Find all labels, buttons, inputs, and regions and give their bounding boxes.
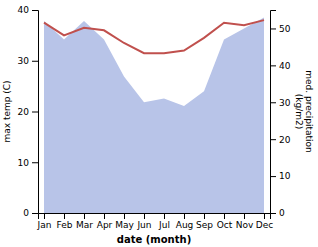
tick: 20: [270, 135, 291, 145]
axis-line: [271, 11, 277, 214]
tick-label: Jan: [37, 220, 52, 230]
tick-mark: [270, 28, 276, 29]
tick: Dec: [256, 213, 273, 230]
tick-label: May: [115, 220, 134, 230]
tick-label: Oct: [217, 220, 233, 230]
tick: 50: [270, 24, 291, 34]
tick: 20: [18, 107, 38, 117]
tick-mark: [104, 213, 105, 219]
tick-label: 30: [279, 98, 291, 108]
tick-label: 50: [279, 24, 291, 34]
tick-mark: [270, 102, 276, 103]
tick-mark: [32, 213, 38, 214]
tick-label: 10: [279, 171, 291, 181]
tick-label: Nov: [236, 220, 254, 230]
tick-mark: [64, 213, 65, 219]
tick-label: Jun: [136, 220, 151, 230]
tick: May: [115, 213, 134, 230]
y2-axis-title: med. precipitation(kg/m2): [294, 70, 314, 152]
tick: Jan: [37, 213, 52, 230]
y-axis: 0 10 20 30 40: [18, 5, 39, 218]
tick: Apr: [97, 213, 113, 230]
tick-label: Sep: [196, 220, 213, 230]
tick-label: 20: [279, 135, 291, 145]
axis-line: [39, 214, 271, 220]
tick-mark: [224, 213, 225, 219]
tick: Nov: [236, 213, 254, 230]
tick-mark: [270, 176, 276, 177]
title-line: (kg/m2): [294, 94, 304, 129]
title-line: med. precipitation: [304, 70, 314, 152]
marks: [44, 17, 264, 213]
tick-label: 20: [18, 107, 30, 117]
tick-mark: [144, 213, 145, 219]
tick-mark: [184, 213, 185, 219]
tick: Jun: [136, 213, 151, 230]
tick-mark: [32, 112, 38, 113]
tick-mark: [244, 213, 245, 219]
tick: 40: [270, 61, 291, 71]
tick: 10: [270, 171, 291, 181]
tick-label: Dec: [256, 220, 273, 230]
tick-label: Mar: [76, 220, 93, 230]
plot-area: Jan FebMar AprMayJun Jul AugSep OctNovDec 0 10 2…: [18, 5, 291, 230]
x-axis: Jan FebMar AprMayJun Jul AugSep OctNovDec: [37, 213, 274, 230]
y-axis-title: max temp (C): [2, 80, 12, 142]
tick-mark: [270, 65, 276, 66]
tick-label: 10: [18, 158, 30, 168]
line: [44, 20, 264, 53]
tick: 30: [18, 56, 38, 66]
tick-label: 40: [279, 61, 291, 71]
tick-mark: [32, 10, 38, 11]
area: [44, 17, 264, 213]
tick-label: 0: [23, 208, 29, 218]
tick: 10: [18, 158, 38, 168]
tick: Sep: [196, 213, 213, 230]
tick: 0: [23, 208, 38, 218]
tick-mark: [84, 213, 85, 219]
tick-label: Jul: [158, 220, 170, 230]
tick-label: Aug: [176, 220, 194, 230]
tick-label: Apr: [97, 220, 113, 230]
tick-mark: [270, 213, 276, 214]
tick-label: Feb: [57, 220, 73, 230]
axis-line: [32, 11, 39, 214]
chart: Jan FebMar AprMayJun Jul AugSep OctNovDec 0 10 2…: [0, 0, 318, 247]
tick-mark: [204, 213, 205, 219]
tick-mark: [44, 213, 45, 219]
tick: Jul: [158, 213, 170, 230]
tick: Feb: [57, 213, 73, 230]
tick-mark: [32, 162, 38, 163]
tick-label: 30: [18, 56, 30, 66]
tick: 30: [270, 98, 291, 108]
y2-axis: 0 10 20 30 40 50: [270, 11, 291, 219]
tick-mark: [264, 213, 265, 219]
tick: 40: [18, 5, 38, 15]
tick-label: 40: [18, 5, 30, 15]
tick: 0: [270, 208, 285, 218]
tick-mark: [164, 213, 165, 219]
tick-mark: [124, 213, 125, 219]
tick: Aug: [176, 213, 194, 230]
tick: Mar: [76, 213, 93, 230]
tick-label: 0: [279, 208, 285, 218]
tick: Oct: [217, 213, 233, 230]
tick-mark: [270, 139, 276, 140]
tick-mark: [32, 61, 38, 62]
x-axis-title: date (month): [117, 234, 191, 245]
